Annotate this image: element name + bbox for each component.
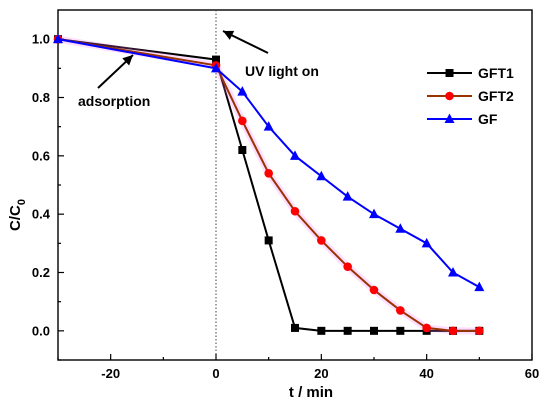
legend-label-gft2: GFT2 [478, 88, 514, 104]
legend-label-gf: GF [478, 111, 498, 127]
data-point-gf [474, 281, 485, 292]
annotation-uv-light-on: UV light on [245, 63, 319, 79]
data-point-gft1 [317, 326, 326, 335]
data-point-gft2 [317, 236, 326, 245]
legend [427, 69, 472, 123]
x-tick-label: 20 [314, 366, 328, 381]
data-point-gf [290, 150, 300, 160]
x-axis-title: t / min [289, 384, 333, 401]
data-point-gf [211, 62, 221, 73]
data-point-gft2 [238, 116, 247, 126]
data-point-gft2 [369, 285, 379, 295]
data-point-gf [237, 86, 248, 96]
x-tick-label: -20 [101, 366, 120, 381]
y-tick-label: 0.2 [32, 265, 50, 280]
legend-marker-gft1 [445, 69, 454, 77]
data-point-gf [448, 267, 458, 277]
y-axis-title-main: C/C [7, 205, 24, 231]
y-tick-label: 0.8 [32, 90, 50, 105]
y-axis-title-sub: 0 [16, 199, 28, 205]
legend-marker-gft2 [445, 91, 454, 101]
series-gf [53, 33, 485, 292]
data-point-gft2 [264, 169, 273, 178]
y-axis-title: C/C0 [7, 199, 28, 231]
data-point-gf [421, 237, 432, 248]
data-point-gft2 [422, 323, 431, 333]
x-tick-label: 40 [419, 366, 433, 381]
data-point-gft2 [290, 206, 300, 216]
y-tick-label: 1.0 [32, 32, 50, 47]
data-point-gft2 [396, 306, 405, 315]
data-point-gft1 [291, 323, 299, 332]
arrow-adsorption-head [122, 55, 133, 66]
series-gft2-line [57, 38, 480, 332]
data-point-gft2 [448, 326, 458, 336]
data-point-gf [316, 170, 327, 181]
plot-layer: -20 0 20 40 60 0.0 0.2 0.4 0.6 0.8 1.0 [32, 9, 539, 381]
x-tick-label: 60 [525, 366, 539, 381]
data-point-gft1 [238, 146, 247, 154]
series-gf-line [57, 38, 480, 288]
arrow-adsorption [97, 54, 134, 89]
series-gft1 [54, 35, 484, 335]
data-point-gft2 [475, 326, 484, 336]
y-tick-label: 0.0 [32, 323, 50, 338]
data-point-gft1 [264, 236, 273, 245]
x-axis: -20 0 20 40 60 [57, 354, 539, 381]
arrow-uv-light-on-head [223, 30, 235, 40]
data-point-gf [263, 121, 274, 131]
data-point-gf [342, 191, 353, 201]
arrow-uv-light-on [222, 30, 269, 54]
data-point-gf [369, 208, 379, 219]
y-axis: 0.0 0.2 0.4 0.6 0.8 1.0 [32, 32, 64, 361]
data-point-gft1 [396, 326, 405, 335]
legend-label-gft1: GFT1 [478, 65, 514, 81]
data-point-gft1 [212, 55, 220, 64]
x-tick-label: 0 [212, 366, 219, 381]
data-point-gf [395, 223, 406, 233]
data-point-gft1 [343, 326, 352, 335]
data-point-gft2 [343, 262, 352, 271]
annotation-adsorption: adsorption [78, 93, 150, 109]
series-gft2-glow [57, 35, 480, 335]
y-tick-label: 0.4 [32, 207, 51, 222]
legend-marker-gf [444, 113, 455, 123]
data-point-gf [53, 33, 63, 44]
data-point-gft1 [370, 326, 378, 335]
series-gft1-line [57, 38, 480, 332]
series-gft2 [53, 34, 484, 336]
y-tick-label: 0.6 [32, 148, 50, 163]
